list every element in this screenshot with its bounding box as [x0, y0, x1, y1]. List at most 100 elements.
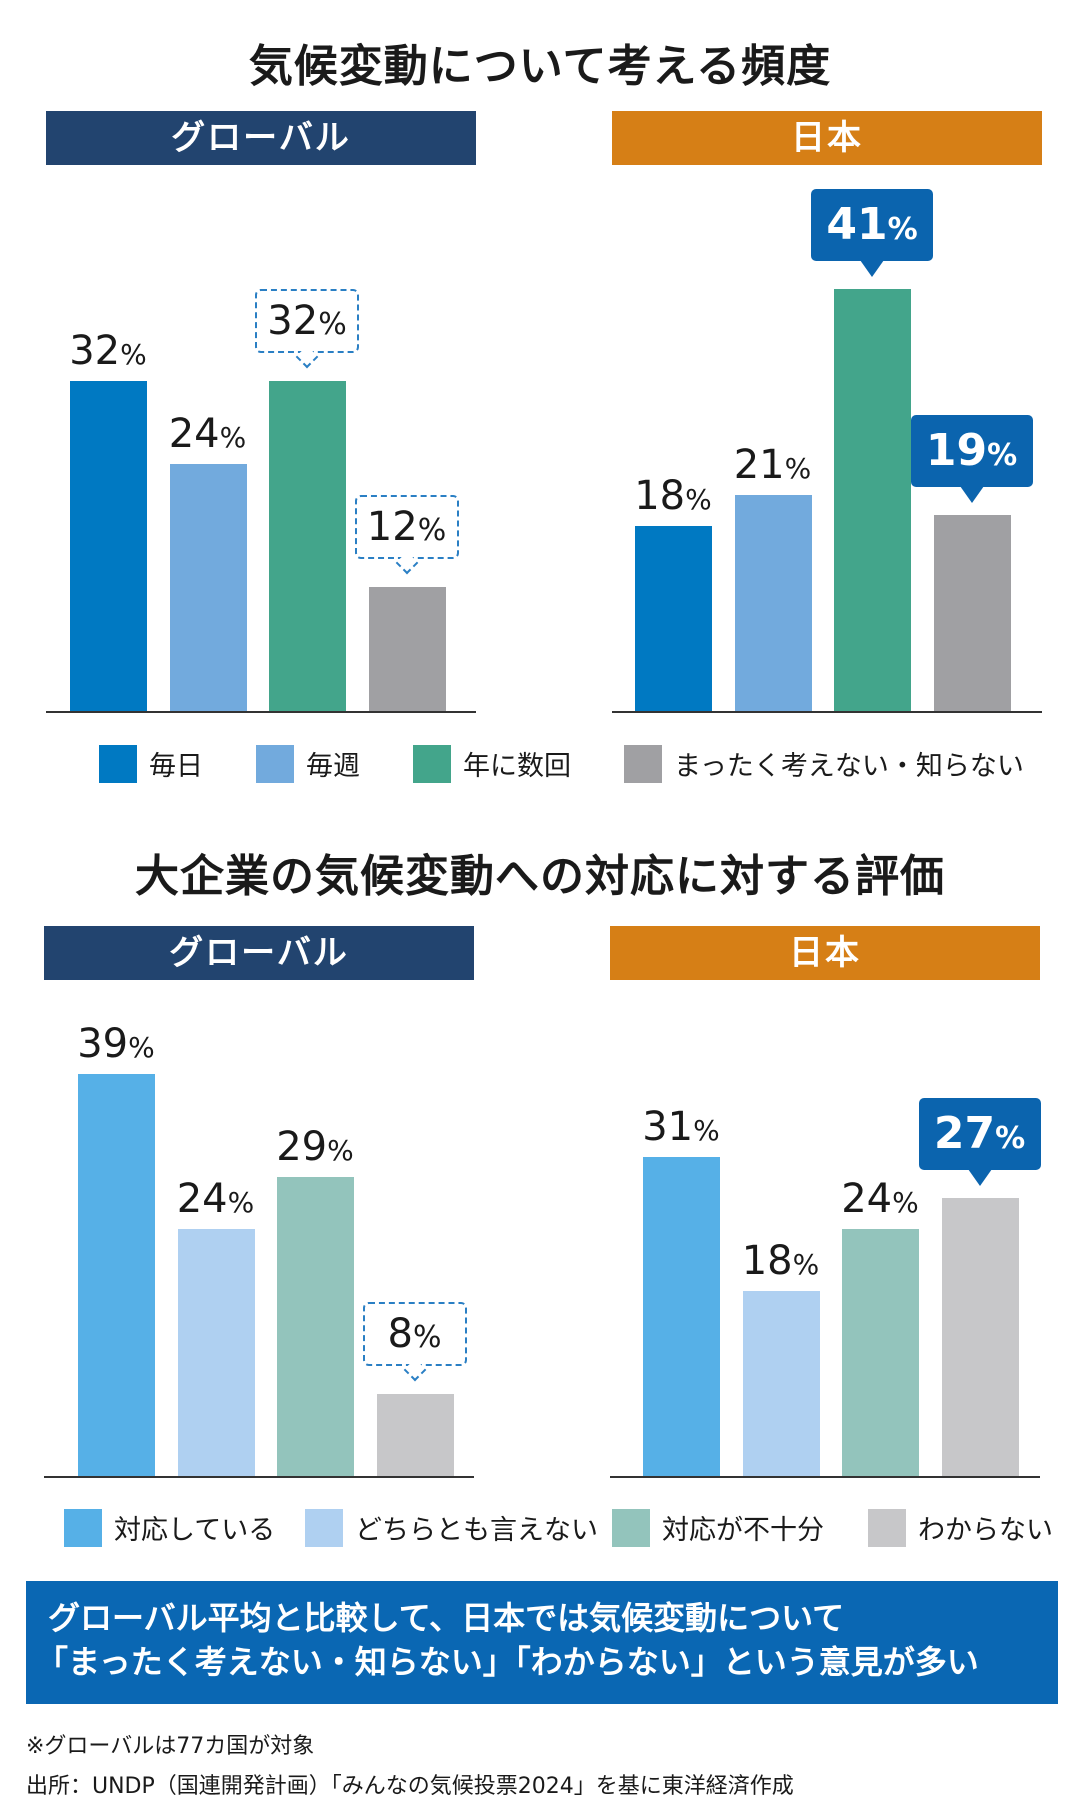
- bar: [734, 494, 812, 711]
- axis-baseline: [46, 711, 476, 713]
- legend-swatch: [612, 1508, 650, 1547]
- value: 39: [77, 1021, 129, 1068]
- legend: 毎日 毎週 年に数回 まったく考えない・知らない: [0, 744, 1080, 784]
- bar: [269, 381, 346, 711]
- legend-label: わからない: [918, 1515, 1053, 1546]
- data-label: 31%: [621, 1107, 741, 1151]
- bar: [933, 515, 1011, 711]
- value: 27: [933, 1107, 996, 1159]
- unit: %: [327, 1134, 354, 1168]
- unit: %: [887, 211, 918, 247]
- legend-label: 毎日: [149, 751, 203, 782]
- legend-swatch: [413, 744, 451, 783]
- bar: [177, 1228, 255, 1476]
- value: 8: [387, 1310, 413, 1357]
- axis-baseline: [610, 1476, 1040, 1478]
- footnote: ※グローバルは77カ国が対象: [26, 1734, 315, 1759]
- value: 41: [826, 198, 888, 250]
- value: 18: [634, 472, 686, 519]
- legend-swatch: [99, 744, 137, 783]
- bar: [643, 1156, 720, 1476]
- unit: %: [792, 1247, 820, 1281]
- value: 24: [168, 410, 220, 457]
- summary-line-1: グローバル平均と比較して、日本では気候変動について: [48, 1599, 845, 1637]
- value: 32: [267, 298, 319, 345]
- legend-label: 対応している: [114, 1515, 276, 1546]
- data-label: 18%: [613, 476, 733, 520]
- legend-label: まったく考えない・知らない: [674, 751, 1024, 782]
- unit: %: [995, 1120, 1026, 1156]
- legend-item: どちらとも言えない: [305, 1508, 598, 1547]
- value: 24: [841, 1175, 893, 1222]
- unit: %: [987, 438, 1018, 474]
- value: 12: [366, 504, 418, 551]
- bar: [368, 587, 446, 711]
- legend-item: 年に数回: [413, 744, 571, 783]
- bar: [742, 1290, 820, 1476]
- data-label: 18%: [721, 1241, 841, 1285]
- value: 32: [69, 328, 121, 375]
- bar-panel: 31% 18% 24% 27%: [610, 1008, 1041, 1478]
- legend-item: わからない: [868, 1508, 1053, 1547]
- legend-item: まったく考えない・知らない: [624, 744, 1024, 783]
- data-label: 24%: [820, 1179, 940, 1223]
- bar-panel: 32% 24% 32% 12%: [46, 243, 476, 713]
- bar: [941, 1197, 1019, 1476]
- bar: [169, 463, 247, 711]
- value: 29: [276, 1124, 328, 1171]
- panel-header-japan: 日本: [612, 111, 1042, 165]
- legend-swatch: [868, 1508, 906, 1547]
- legend-label: 年に数回: [463, 751, 571, 782]
- unit: %: [318, 307, 347, 343]
- bar: [834, 288, 911, 711]
- unit: %: [693, 1113, 720, 1147]
- axis-baseline: [44, 1476, 474, 1478]
- bar-panel: 18% 21% 41% 19%: [612, 188, 1042, 713]
- unit: %: [219, 420, 247, 454]
- legend-label: どちらとも言えない: [355, 1515, 598, 1546]
- unit: %: [417, 513, 447, 549]
- legend-swatch: [64, 1508, 102, 1547]
- legend: 対応している どちらとも言えない 対応が不十分 わからない: [0, 1508, 1080, 1548]
- legend-item: 毎週: [256, 744, 360, 783]
- summary-line-2: 「まったく考えない・知らない」「わからない」という意見が多い: [36, 1643, 979, 1681]
- value: 24: [176, 1175, 228, 1222]
- data-label-callout: 32%: [255, 289, 359, 354]
- legend-item: 毎日: [99, 744, 203, 783]
- legend-swatch: [624, 744, 662, 783]
- value: 21: [733, 441, 785, 488]
- bar: [635, 525, 712, 711]
- data-label: 29%: [255, 1127, 375, 1171]
- unit: %: [412, 1319, 442, 1355]
- legend-item: 対応している: [64, 1508, 275, 1547]
- data-label: 24%: [156, 1179, 276, 1223]
- data-label-highlight: 19%: [910, 415, 1033, 504]
- panel-header-global: グローバル: [44, 926, 474, 980]
- unit: %: [120, 338, 147, 372]
- unit: %: [784, 451, 812, 485]
- data-label-callout: 8%: [362, 1301, 467, 1366]
- axis-baseline: [612, 711, 1042, 713]
- data-label: 32%: [48, 331, 168, 375]
- source-note: 出所：UNDP（国連開発計画）「みんなの気候投票2024」を基に東洋経済作成: [26, 1774, 794, 1799]
- data-label-highlight: 41%: [811, 188, 933, 277]
- value: 31: [642, 1103, 694, 1150]
- panel-header-japan: 日本: [610, 926, 1040, 980]
- value: 19: [925, 425, 988, 477]
- legend-swatch: [256, 744, 294, 783]
- bar-panel: 39% 24% 29% 8%: [44, 1008, 474, 1478]
- unit: %: [227, 1185, 255, 1219]
- legend-swatch: [305, 1508, 343, 1547]
- chart-title-2: 大企業の気候変動への対応に対する評価: [135, 851, 945, 902]
- data-label: 21%: [713, 445, 833, 489]
- bar: [376, 1393, 454, 1476]
- legend-label: 毎週: [306, 751, 360, 782]
- legend-label: 対応が不十分: [662, 1515, 824, 1546]
- unit: %: [892, 1185, 919, 1219]
- data-label: 39%: [56, 1024, 176, 1068]
- bar: [78, 1074, 155, 1476]
- data-label: 24%: [148, 414, 268, 458]
- value: 18: [741, 1237, 793, 1284]
- bar: [70, 381, 147, 711]
- unit: %: [128, 1031, 155, 1065]
